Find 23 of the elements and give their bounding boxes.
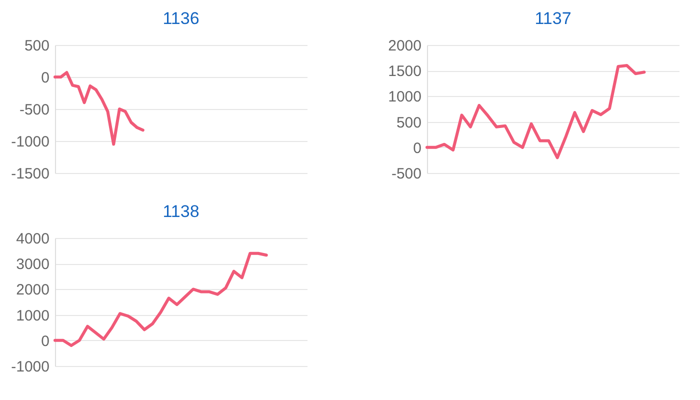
y-tick-label: 4000 [16, 230, 50, 248]
y-tick-label: 2000 [16, 282, 50, 299]
line-series [426, 64, 646, 160]
y-tick-label: -1000 [11, 134, 50, 150]
y-tick-label: 1500 [388, 63, 422, 80]
chart-title: 1136 [162, 9, 200, 28]
chart-title: 1138 [162, 202, 200, 221]
chart-title: 1137 [534, 9, 572, 28]
y-tick-label: 500 [396, 114, 422, 132]
line-series [54, 71, 144, 146]
y-tick-label: -500 [391, 166, 422, 182]
y-tick-label: -1000 [11, 358, 50, 376]
y-tick-label: -1500 [11, 166, 50, 182]
y-tick-label: 2000 [388, 38, 422, 54]
line-series [54, 252, 268, 348]
y-tick-label: 0 [413, 140, 422, 157]
y-tick-label: -500 [19, 102, 50, 118]
y-tick-label: 500 [24, 38, 50, 54]
y-tick-label: 3000 [16, 256, 50, 274]
y-tick-label: 0 [41, 70, 50, 86]
y-tick-label: 1000 [388, 88, 422, 106]
y-tick-label: 0 [41, 332, 50, 350]
y-tick-label: 1000 [16, 307, 50, 324]
